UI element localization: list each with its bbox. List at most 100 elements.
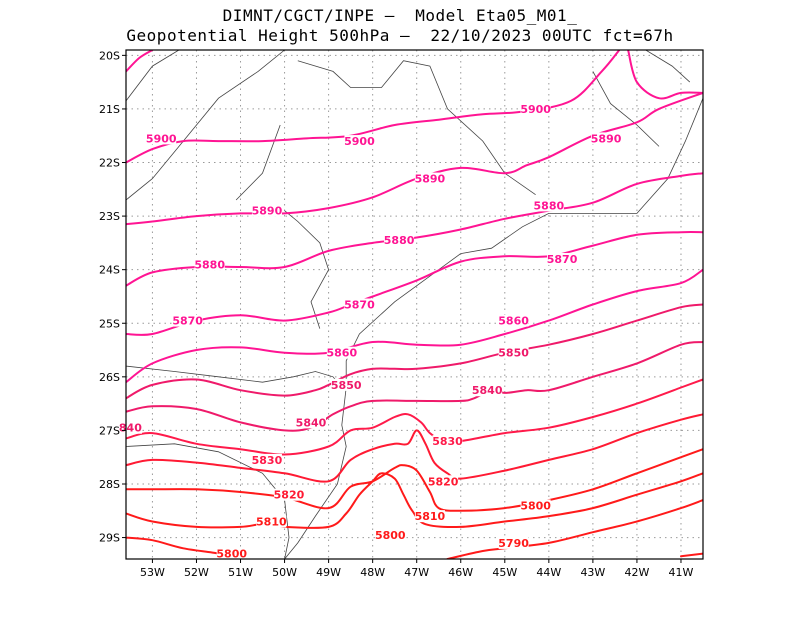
contour-label-bg: [547, 252, 578, 265]
x-tick-label: 43W: [580, 566, 605, 579]
contour-label-bg: [273, 488, 304, 501]
coastline-segment: [126, 50, 285, 201]
chart-title-line-1: DIMNT/CGCT/INPE — Model Eta05_M01_: [222, 6, 578, 25]
y-tick-label: 22S: [99, 157, 120, 170]
contour-label: 5800: [520, 499, 551, 512]
contour-label-bg: [414, 172, 445, 185]
contour-line-5790: [446, 499, 703, 559]
contour-label: 5790: [498, 537, 529, 550]
x-tick-label: 42W: [624, 566, 649, 579]
y-tick-label: 21S: [99, 103, 120, 116]
contour-label-bg: [344, 298, 375, 311]
contour-line-5890: [126, 91, 703, 226]
contour-label: 840: [119, 422, 142, 435]
coastline-segment: [645, 50, 691, 83]
y-tick-label: 23S: [99, 210, 120, 223]
y-tick-label: 25S: [99, 317, 120, 330]
contour-label: 5860: [327, 347, 358, 360]
coastline-segment: [126, 50, 180, 102]
contour-line-5870: [126, 230, 703, 336]
contour-label-bg: [520, 102, 551, 115]
contour-line-5840: [126, 341, 703, 432]
contour-label: 5800: [216, 548, 247, 561]
contour-line-5900: [126, 50, 621, 164]
contour-label: 5880: [384, 234, 415, 247]
contour-label: 5850: [331, 379, 362, 392]
contour-label-bg: [216, 547, 247, 560]
contour-label-bg: [520, 499, 551, 512]
grid-layer: [126, 50, 703, 559]
contour-label-bg: [194, 258, 225, 271]
coastline-segment: [126, 365, 343, 388]
y-tick-label: 26S: [99, 371, 120, 384]
contour-label-bg: [472, 384, 503, 397]
y-tick-label: 24S: [99, 264, 120, 277]
contour-label: 5840: [296, 416, 327, 429]
contour-label: 5820: [274, 489, 305, 502]
contour-label: 5810: [415, 510, 446, 523]
contour-line-5810: [126, 448, 703, 512]
contour-label: 5900: [344, 135, 375, 148]
contour-label: 5860: [498, 315, 529, 328]
contour-label-bg: [498, 346, 529, 359]
y-tick-label: 28S: [99, 478, 120, 491]
contour-label-bg: [331, 378, 362, 391]
contour-label-bg: [375, 528, 406, 541]
coastline-layer: [126, 50, 703, 559]
coastline-segment: [297, 60, 536, 196]
contour-label-bg: [498, 314, 529, 327]
contour-line-5800: [126, 472, 703, 529]
x-tick-label: 46W: [448, 566, 473, 579]
contour-label-bg: [414, 510, 445, 523]
contour-label: 5900: [520, 103, 551, 116]
contour-label: 5880: [194, 258, 225, 271]
y-tick-label: 20S: [99, 49, 120, 62]
coastline-segment: [284, 253, 461, 559]
contour-label-bg: [498, 536, 529, 549]
y-tick-label: 29S: [99, 532, 120, 545]
contour-label-bg: [533, 199, 564, 212]
coastline-segment: [592, 71, 660, 147]
x-tick-label: 45W: [492, 566, 517, 579]
contour-label-bg: [591, 132, 622, 145]
contour-label: 5890: [591, 132, 622, 145]
contour-label-bg: [384, 234, 415, 247]
x-tick-label: 52W: [184, 566, 209, 579]
chart-title-line-2: Geopotential Height 500hPa — 22/10/2023 …: [126, 26, 674, 45]
contour-label: 5810: [256, 515, 287, 528]
contour-label-bg: [295, 416, 326, 429]
y-tick-label: 27S: [99, 424, 120, 437]
contour-label-bg: [326, 346, 357, 359]
contour-label: 5840: [472, 384, 503, 397]
contour-line-5830: [126, 378, 703, 456]
contour-label-bg: [256, 515, 287, 528]
contour-label: 5890: [415, 173, 446, 186]
plot-frame: [125, 49, 704, 560]
contour-label: 5830: [432, 435, 463, 448]
contour-label-bg: [172, 314, 203, 327]
contour-label-bg: [432, 435, 463, 448]
contour-label: 5820: [428, 475, 459, 488]
contour-line-5820: [126, 413, 703, 483]
contour-label-bg: [251, 453, 282, 466]
contour-line-5910: [126, 50, 154, 73]
contour-label: 5850: [498, 347, 529, 360]
coastline-segment: [460, 98, 703, 254]
x-tick-label: 50W: [272, 566, 297, 579]
contour-line-5860: [126, 268, 703, 384]
contour-line-5910: [627, 50, 703, 100]
coastline-segment: [284, 210, 330, 329]
x-tick-label: 44W: [536, 566, 561, 579]
x-tick-label: 53W: [140, 566, 165, 579]
axis-layer: 53W 52W 51W 50W 49W 48W 47W 46W 45W 44W 43W 42W 41W 2…: [99, 49, 694, 579]
contour-label: 5870: [172, 315, 203, 328]
x-tick-label: 48W: [360, 566, 385, 579]
contour-label: 5880: [534, 199, 565, 212]
contour-label: 5800: [375, 529, 406, 542]
contour-layer: [126, 50, 703, 559]
contour-label: 5890: [252, 205, 283, 218]
contour-label: 5870: [344, 299, 375, 312]
contour-label-bg: [146, 132, 177, 145]
x-tick-label: 41W: [669, 566, 694, 579]
